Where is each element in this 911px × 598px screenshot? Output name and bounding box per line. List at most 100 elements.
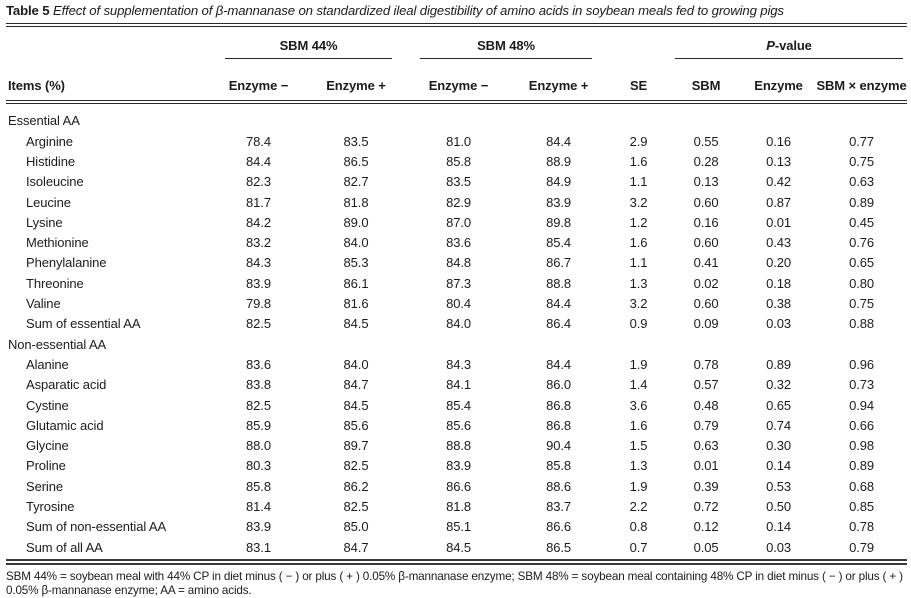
cell-value: 84.7 bbox=[343, 377, 369, 393]
cell-value: 0.18 bbox=[766, 275, 791, 291]
cell-value: 0.89 bbox=[766, 356, 791, 372]
cell-value: 84.0 bbox=[446, 316, 471, 332]
cell-value: 1.6 bbox=[629, 153, 648, 169]
cell-value: 0.28 bbox=[693, 153, 719, 169]
cell-value: 0.41 bbox=[693, 255, 719, 271]
row-label: Histidine bbox=[26, 153, 75, 169]
cell-value: 0.20 bbox=[766, 255, 791, 271]
row-label: Sum of non-essential AA bbox=[26, 519, 167, 535]
cell-value: 1.3 bbox=[629, 275, 648, 291]
cell-value: 0.50 bbox=[766, 498, 791, 514]
cell-value: 84.1 bbox=[446, 377, 471, 393]
cell-value: 0.89 bbox=[849, 194, 874, 210]
cell-value: 0.79 bbox=[849, 539, 874, 555]
cell-value: 84.5 bbox=[343, 397, 369, 413]
cell-value: 88.6 bbox=[546, 478, 571, 494]
cell-value: 0.77 bbox=[849, 133, 874, 149]
cell-value: 84.9 bbox=[546, 174, 571, 190]
cell-value: 0.14 bbox=[766, 519, 791, 535]
cell-value: 82.3 bbox=[246, 174, 271, 190]
col-header-sbm44-enzyme-minus: Enzyme − bbox=[211, 59, 306, 104]
column-header-row: Items (%) Enzyme − Enzyme + Enzyme − Enz… bbox=[6, 59, 908, 104]
row-label: Serine bbox=[26, 478, 63, 494]
cell-value: 0.8 bbox=[629, 519, 648, 535]
cell-value: 80.4 bbox=[446, 296, 471, 312]
cell-value: 2.9 bbox=[629, 133, 648, 149]
col-header-p-interaction: SBM × enzyme bbox=[816, 59, 908, 104]
table-row: Histidine 84.4 86.5 85.8 88.9 1.6 0.28 0.13 0.75 bbox=[6, 151, 907, 171]
cell-value: 84.4 bbox=[546, 356, 571, 372]
row-label: Alanine bbox=[26, 356, 69, 372]
group-sbm48: SBM 48% bbox=[406, 27, 606, 59]
cell-value: 90.4 bbox=[546, 438, 571, 454]
cell-value: 0.89 bbox=[849, 458, 874, 474]
cell-value: 1.5 bbox=[629, 438, 648, 454]
row-label: Cystine bbox=[26, 397, 69, 413]
cell-value: 82.9 bbox=[446, 194, 471, 210]
cell-value: 0.16 bbox=[766, 133, 791, 149]
cell-value: 0.76 bbox=[849, 235, 874, 251]
cell-value: 0.16 bbox=[693, 214, 719, 230]
row-label: Proline bbox=[26, 458, 66, 474]
row-label: Glycine bbox=[26, 438, 69, 454]
cell-value: 0.94 bbox=[849, 397, 874, 413]
table-row: Sum of all AA 83.1 84.7 84.5 86.5 0.7 0.05 0.03… bbox=[6, 537, 907, 557]
table-row: Isoleucine 82.3 82.7 83.5 84.9 1.1 0.13 0.42 0.6… bbox=[6, 172, 907, 192]
cell-value: 89.7 bbox=[343, 438, 369, 454]
table-row: Arginine 78.4 83.5 81.0 84.4 2.9 0.55 0.16 0.77 bbox=[6, 131, 907, 151]
cell-value: 0.57 bbox=[693, 377, 719, 393]
cell-value: 0.80 bbox=[849, 275, 874, 291]
cell-value: 1.6 bbox=[629, 235, 648, 251]
cell-value: 83.6 bbox=[446, 235, 471, 251]
cell-value: 79.8 bbox=[246, 296, 271, 312]
table-row: Alanine 83.6 84.0 84.3 84.4 1.9 0.78 0.89 0.96 bbox=[6, 354, 907, 374]
cell-value: 85.8 bbox=[546, 458, 571, 474]
cell-value: 1.9 bbox=[629, 356, 648, 372]
table-row: Asparatic acid 83.8 84.7 84.1 86.0 1.4 0.57 0.3… bbox=[6, 375, 907, 395]
table-row: Sum of non-essential AA 83.9 85.0 85.1 86.6 0… bbox=[6, 517, 907, 537]
cell-value: 0.55 bbox=[693, 133, 719, 149]
cell-value: 0.32 bbox=[766, 377, 791, 393]
table-row: Valine 79.8 81.6 80.4 84.4 3.2 0.60 0.38 0.75 bbox=[6, 293, 907, 313]
cell-value: 0.01 bbox=[693, 458, 719, 474]
cell-value: 0.74 bbox=[766, 417, 791, 433]
cell-value: 81.0 bbox=[446, 133, 471, 149]
cell-value: 0.42 bbox=[766, 174, 791, 190]
cell-value: 0.53 bbox=[766, 478, 791, 494]
cell-value: 81.8 bbox=[343, 194, 369, 210]
cell-value: 82.7 bbox=[343, 174, 369, 190]
cell-value: 0.38 bbox=[766, 296, 791, 312]
cell-value: 88.9 bbox=[546, 153, 571, 169]
cell-value: 88.8 bbox=[546, 275, 571, 291]
cell-value: 84.4 bbox=[246, 153, 271, 169]
cell-value: 88.0 bbox=[246, 438, 271, 454]
section-header: Essential AA bbox=[8, 113, 80, 128]
cell-value: 1.1 bbox=[629, 255, 648, 271]
cell-value: 1.2 bbox=[629, 214, 648, 230]
group-spacer-se bbox=[606, 27, 671, 59]
group-pvalue: P-value bbox=[671, 27, 907, 59]
cell-value: 0.87 bbox=[766, 194, 791, 210]
cell-value: 0.63 bbox=[849, 174, 874, 190]
group-sbm44-label: SBM 44% bbox=[225, 38, 393, 59]
section-header-row: Essential AA bbox=[6, 102, 907, 131]
cell-value: 85.4 bbox=[546, 235, 571, 251]
cell-value: 86.5 bbox=[343, 153, 369, 169]
table-row: Cystine 82.5 84.5 85.4 86.8 3.6 0.48 0.65 0.94 bbox=[6, 395, 907, 415]
cell-value: 1.6 bbox=[629, 417, 648, 433]
cell-value: 82.5 bbox=[343, 458, 369, 474]
cell-value: 86.6 bbox=[546, 519, 571, 535]
cell-value: 0.85 bbox=[849, 498, 874, 514]
cell-value: 86.8 bbox=[546, 417, 571, 433]
cell-value: 0.13 bbox=[766, 153, 791, 169]
cell-value: 86.7 bbox=[546, 255, 571, 271]
cell-value: 0.73 bbox=[849, 377, 874, 393]
cell-value: 3.6 bbox=[629, 397, 648, 413]
table-row: Phenylalanine 84.3 85.3 84.8 86.7 1.1 0.41 0.20… bbox=[6, 253, 907, 273]
cell-value: 86.0 bbox=[546, 377, 571, 393]
section-header: Non-essential AA bbox=[8, 336, 107, 352]
cell-value: 86.4 bbox=[546, 316, 571, 332]
cell-value: 0.79 bbox=[693, 417, 719, 433]
cell-value: 0.72 bbox=[693, 498, 719, 514]
